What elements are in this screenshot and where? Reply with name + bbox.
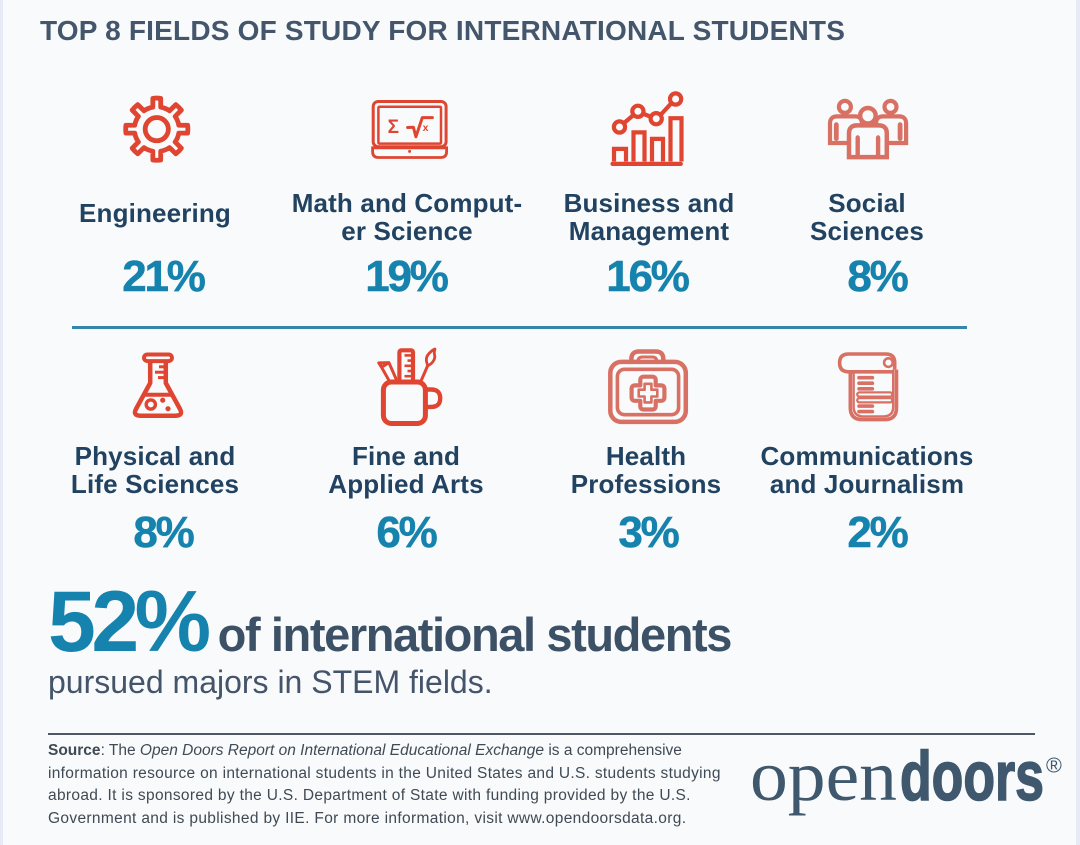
svg-text:Σ: Σ (388, 117, 399, 138)
svg-text:doors: doors (900, 737, 1044, 815)
svg-text:x: x (423, 122, 429, 134)
svg-text:®: ® (1046, 754, 1062, 778)
svg-text:open: open (750, 736, 897, 816)
